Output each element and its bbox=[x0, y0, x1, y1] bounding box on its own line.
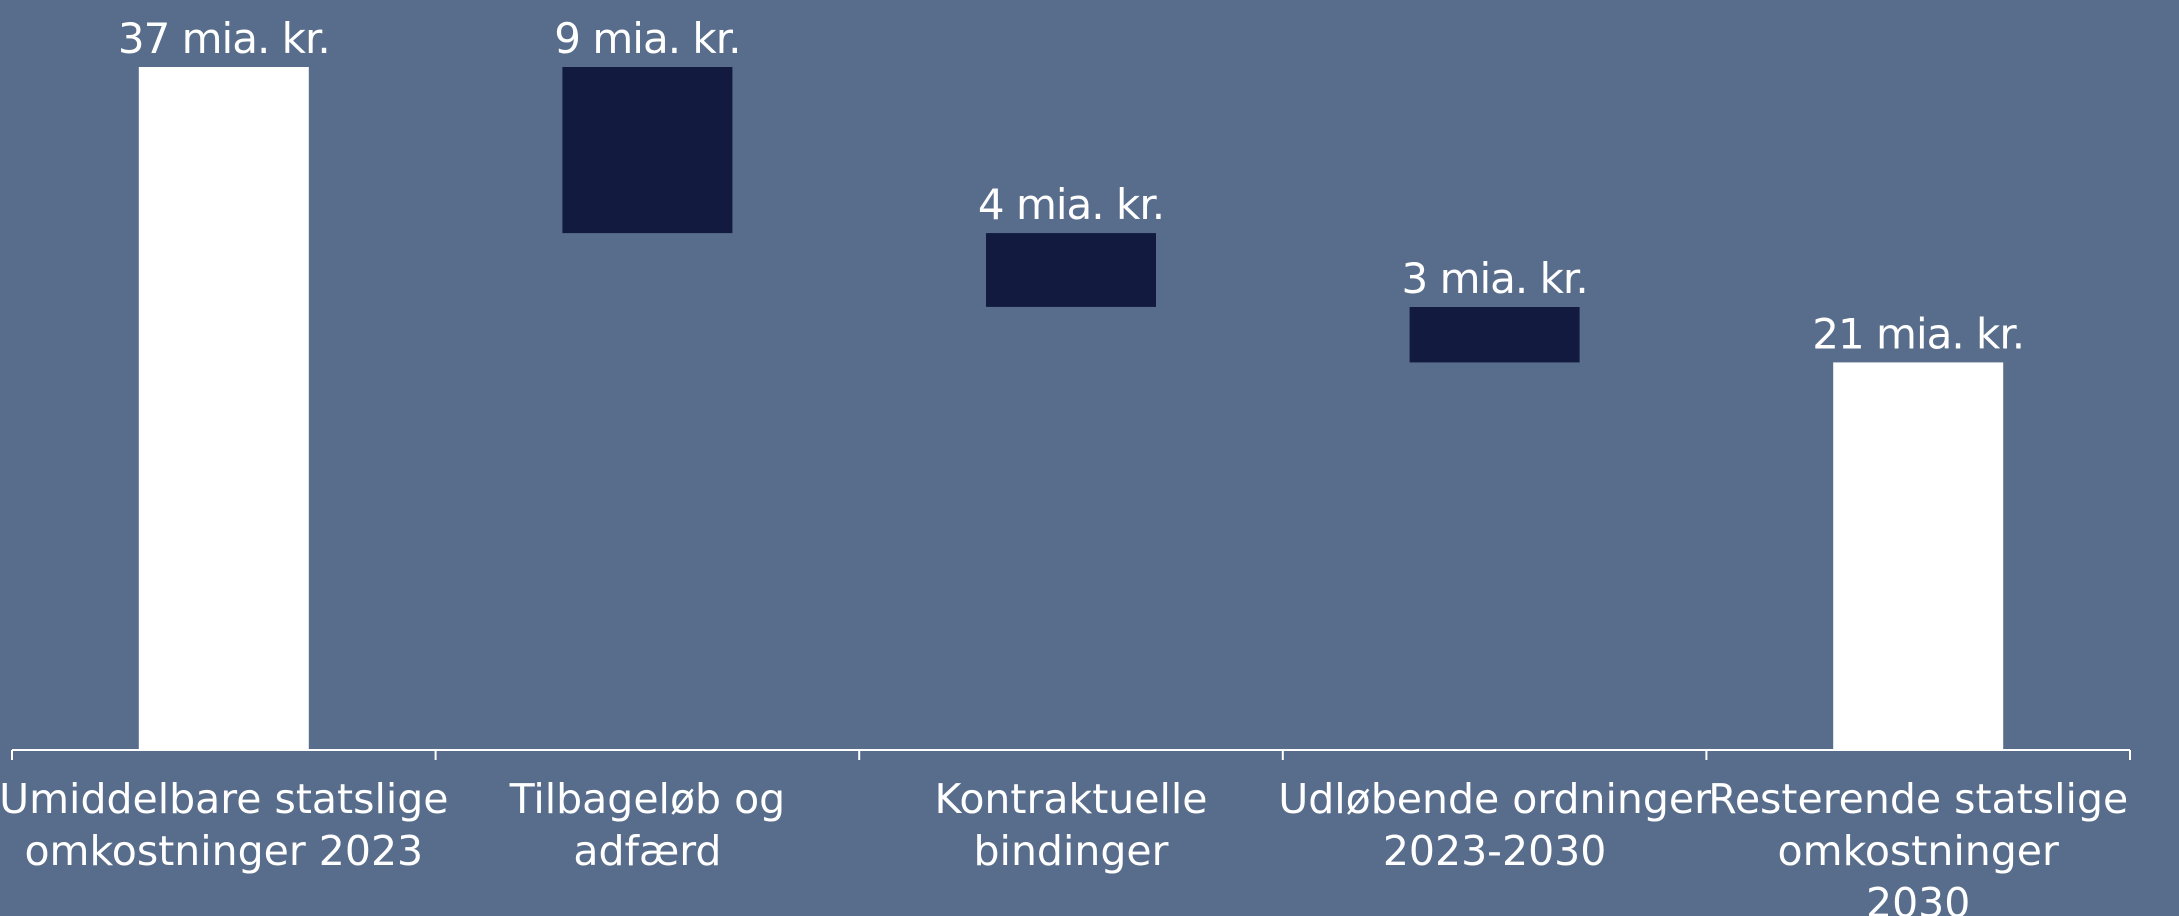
category-label-line: Kontraktuelle bbox=[934, 775, 1207, 823]
bar-3 bbox=[986, 233, 1156, 307]
data-labels-layer: 37 mia. kr. 9 mia. kr. 4 mia. kr. 3 mia. kr… bbox=[118, 14, 2025, 358]
category-label-line: adfærd bbox=[573, 827, 721, 875]
category-label-line: bindinger bbox=[974, 827, 1169, 875]
bar-5 bbox=[1833, 362, 2004, 750]
category-label-line: omkostninger bbox=[1778, 827, 2059, 875]
category-label-line: 2023-2030 bbox=[1383, 827, 1606, 875]
data-label-2: 9 mia. kr. bbox=[554, 14, 740, 63]
data-label-4: 3 mia. kr. bbox=[1402, 254, 1588, 303]
category-label-line: 2030 bbox=[1866, 879, 1970, 916]
category-label-line: Umiddelbare statslige bbox=[0, 775, 449, 823]
data-label-5: 21 mia. kr. bbox=[1812, 309, 2024, 358]
data-label-1: 37 mia. kr. bbox=[118, 14, 330, 63]
x-axis: Umiddelbare statslige omkostninger 2023 Ti… bbox=[0, 749, 2131, 916]
category-label-line: Tilbageløb og bbox=[509, 775, 786, 823]
bars-layer bbox=[138, 67, 2004, 750]
data-label-3: 4 mia. kr. bbox=[978, 180, 1164, 229]
category-label-2: Tilbageløb og adfærd bbox=[509, 775, 786, 875]
bar-2 bbox=[562, 67, 733, 234]
category-label-line: Udløbende ordninger bbox=[1278, 775, 1711, 823]
category-label-4: Udløbende ordninger 2023-2030 bbox=[1278, 775, 1711, 875]
category-label-1: Umiddelbare statslige omkostninger 2023 bbox=[0, 775, 449, 875]
category-label-5: Resterende statslige omkostninger 2030 bbox=[1708, 775, 2128, 916]
category-label-3: Kontraktuelle bindinger bbox=[934, 775, 1207, 875]
category-label-line: omkostninger 2023 bbox=[24, 827, 423, 875]
category-label-line: Resterende statslige bbox=[1708, 775, 2128, 823]
bar-4 bbox=[1409, 307, 1580, 363]
bar-1 bbox=[138, 67, 309, 750]
